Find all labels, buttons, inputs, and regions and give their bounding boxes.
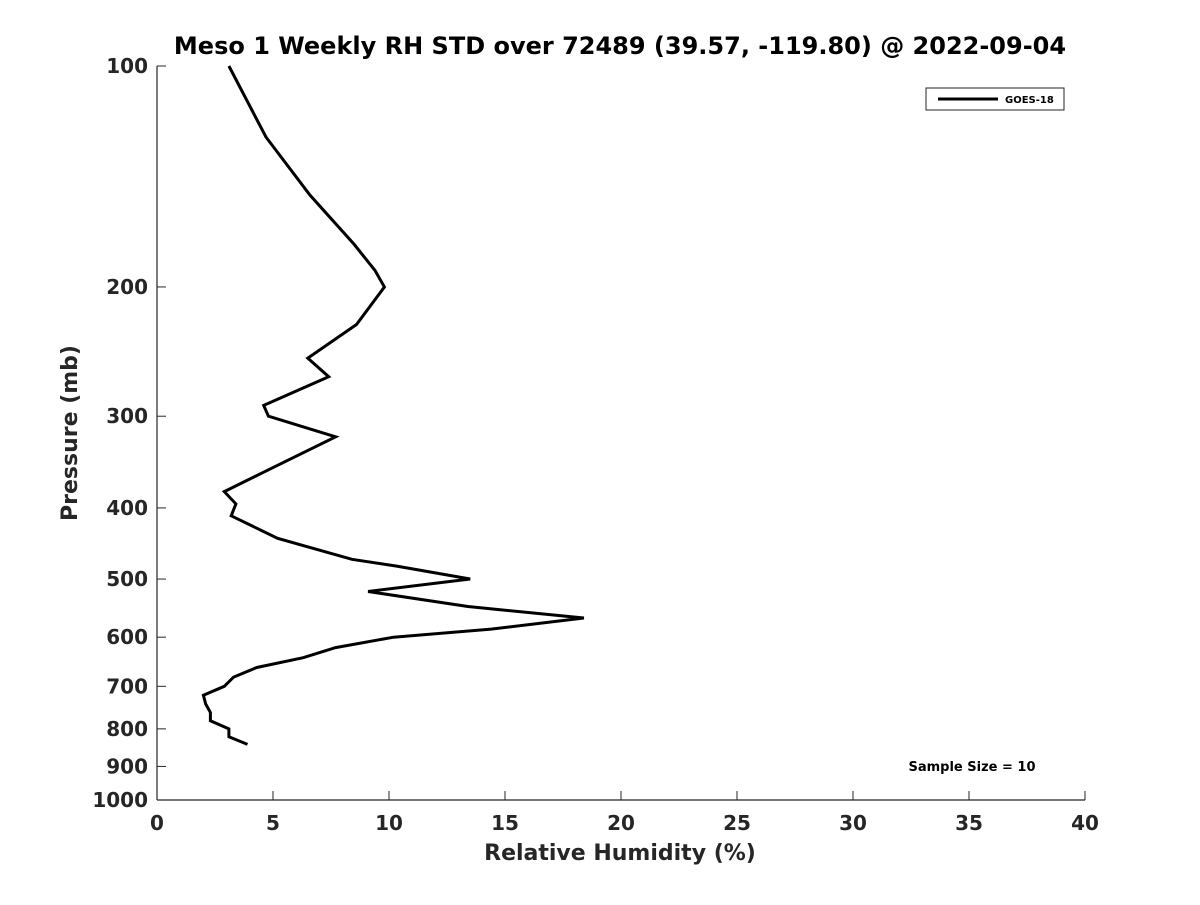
- y-tick-label: 200: [106, 275, 148, 299]
- x-tick-label: 35: [955, 811, 983, 835]
- x-tick-label: 5: [266, 811, 280, 835]
- y-tick-label: 900: [106, 754, 148, 778]
- x-tick-label: 25: [723, 811, 751, 835]
- plot-area: 0 5 10 15 20 25 30 35 40 100 200 300 400 500 600 700 800…: [92, 54, 1099, 835]
- y-tick-label: 500: [106, 567, 148, 591]
- chart-title: Meso 1 Weekly RH STD over 72489 (39.57, …: [174, 32, 1066, 60]
- y-tick-label: 1000: [92, 788, 148, 812]
- y-axis-label: Pressure (mb): [58, 345, 83, 521]
- y-tick-label: 400: [106, 496, 148, 520]
- legend: GOES-18: [925, 87, 1065, 111]
- y-tick-label: 100: [106, 54, 148, 78]
- x-tick-label: 30: [839, 811, 867, 835]
- y-tick-label: 700: [106, 674, 148, 698]
- sample-size-annotation: Sample Size = 10: [908, 760, 1035, 775]
- y-tick-label: 800: [106, 717, 148, 741]
- x-tick-label: 10: [375, 811, 403, 835]
- x-axis-label: Relative Humidity (%): [484, 841, 756, 866]
- series-line-goes-18: [201, 65, 585, 746]
- x-tick-label: 20: [607, 811, 635, 835]
- x-tick-label: 15: [491, 811, 519, 835]
- legend-label-goes-18: GOES-18: [1005, 95, 1054, 106]
- x-tick-label: 40: [1071, 811, 1099, 835]
- x-tick-label: 0: [150, 811, 164, 835]
- y-tick-label: 600: [106, 625, 148, 649]
- y-tick-label: 300: [106, 404, 148, 428]
